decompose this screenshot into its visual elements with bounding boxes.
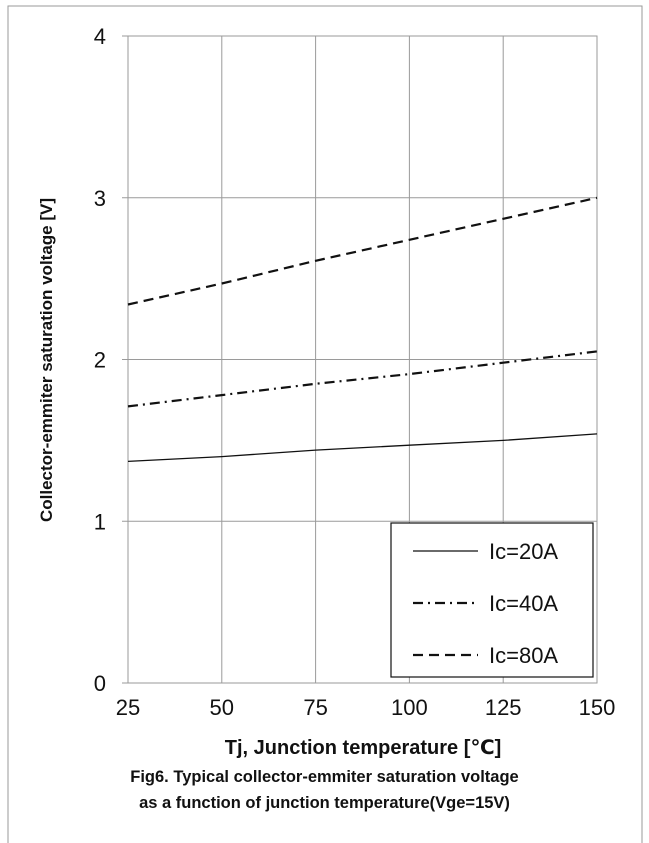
x-tick-label: 150	[579, 695, 616, 720]
x-tick-label: 25	[116, 695, 140, 720]
x-tick-label: 125	[485, 695, 522, 720]
figure-caption-line-2: as a function of junction temperature(Vg…	[139, 794, 510, 812]
figure-caption-line-1: Fig6. Typical collector-emmiter saturati…	[130, 768, 519, 786]
legend-box	[390, 522, 594, 678]
y-tick-label: 3	[94, 186, 106, 211]
y-tick-label: 4	[94, 24, 106, 49]
grid	[122, 35, 598, 684]
plot-area-border	[127, 35, 598, 684]
y-tick-label: 1	[94, 509, 106, 534]
series-line-ic-40a	[127, 350, 598, 408]
legend: Ic=20A Ic=40A Ic=80A	[390, 522, 594, 678]
legend-label: Ic=80A	[489, 643, 558, 668]
figure-frame	[7, 5, 643, 843]
series-line-ic-80a	[127, 196, 598, 306]
series-lines	[127, 196, 598, 463]
y-tick-label: 2	[94, 348, 106, 373]
x-tick-label: 100	[391, 695, 428, 720]
tick-labels: 25 50 75 100 125 150 0 1 2 3 4	[94, 24, 616, 720]
y-axis-label: Collector-emmiter saturation voltage [V]	[37, 198, 56, 522]
x-tick-label: 50	[210, 695, 234, 720]
x-axis-label: Tj, Junction temperature [℃]	[225, 737, 501, 759]
legend-label: Ic=20A	[489, 539, 558, 564]
series-line-ic-20a	[127, 433, 598, 463]
legend-label: Ic=40A	[489, 591, 558, 616]
x-tick-label: 75	[303, 695, 327, 720]
y-tick-label: 0	[94, 671, 106, 696]
